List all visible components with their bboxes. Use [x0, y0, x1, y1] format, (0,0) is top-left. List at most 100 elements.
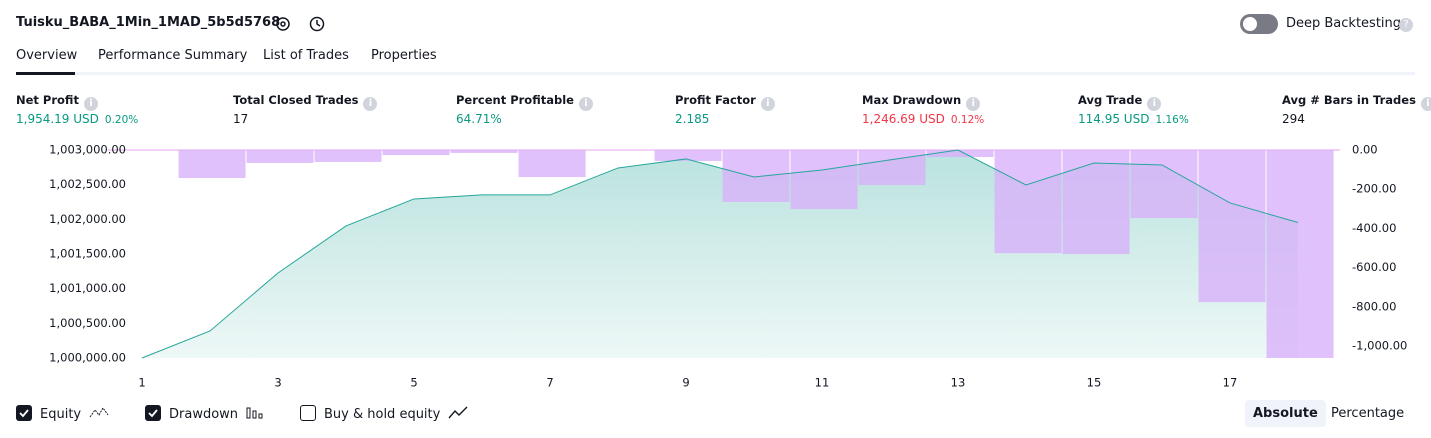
metric-name: Net Profit [16, 93, 79, 107]
x-tick-label: 1 [138, 376, 145, 390]
checkbox[interactable] [300, 405, 316, 421]
metric-name: Avg # Bars in Trades [1282, 93, 1416, 107]
x-tick-label: 3 [274, 376, 281, 390]
drawdown-bar [1266, 150, 1334, 358]
metric-amount: 294 [1282, 112, 1305, 126]
drawdown-bar [246, 150, 314, 163]
y2-tick-label: 0.00 [1352, 143, 1378, 157]
info-icon[interactable]: i [83, 97, 98, 111]
drawdown-bar [178, 150, 246, 179]
metric-value: 114.95 USD 1.16% [1078, 112, 1189, 126]
info-icon[interactable]: i [1147, 97, 1162, 111]
icon [448, 406, 468, 419]
y2-tick-label: -600.00 [1352, 260, 1396, 274]
icon [89, 407, 109, 418]
metric-amount: 64.71% [456, 112, 502, 126]
mode-button[interactable]: Percentage [1331, 406, 1405, 421]
checkbox[interactable] [16, 405, 32, 421]
tab[interactable]: List of Trades [263, 48, 349, 63]
info-icon[interactable]: i [966, 97, 981, 111]
strategy-title: Tuisku_BABA_1Min_1MAD_5b5d5768 [16, 15, 281, 30]
metric-percent: 0.20% [104, 114, 139, 126]
x-tick-label: 9 [682, 376, 689, 390]
icon [246, 407, 263, 419]
metric-amount: 1,954.19 USD [16, 112, 99, 126]
metric-name: Max Drawdown [862, 93, 962, 107]
checkbox[interactable] [145, 405, 161, 421]
metric-percent: 1.16% [1155, 114, 1189, 126]
check [19, 409, 29, 418]
metric-name: Percent Profitable [456, 93, 574, 107]
y2-tick-label: -200.00 [1352, 182, 1396, 196]
legend-icon [89, 407, 109, 424]
metric-label: Net Profit i [16, 93, 98, 111]
equity-line [141, 149, 1299, 359]
metric-amount: 114.95 USD [1078, 112, 1150, 126]
metric-name: Total Closed Trades [233, 93, 359, 107]
x-tick-label: 17 [1223, 376, 1238, 390]
help-icon[interactable]: ? [1399, 18, 1413, 32]
legend-item[interactable]: Buy & hold equity [300, 405, 468, 424]
metric-label: Total Closed Trades i [233, 93, 378, 111]
metric-name: Profit Factor [675, 93, 756, 107]
metric-amount: 17 [233, 112, 249, 126]
drawdown-bar [790, 150, 858, 210]
drawdown-bar [1062, 150, 1130, 255]
x-tick-label: 11 [815, 376, 830, 390]
y-tick-label: 1,000,500.00 [49, 316, 126, 330]
legend-icon [448, 406, 468, 424]
legend-label: Drawdown [169, 407, 239, 422]
legend-item[interactable]: Equity [16, 405, 109, 424]
y-tick-label: 1,002,000.00 [49, 212, 126, 226]
info-icon[interactable]: i [760, 97, 775, 111]
drawdown-bar [314, 150, 382, 162]
legend-item[interactable]: Drawdown [145, 405, 266, 424]
metric-label: Avg # Bars in Trades i [1282, 93, 1431, 111]
y-tick-label: 1,001,000.00 [49, 281, 126, 295]
tab[interactable]: Properties [371, 48, 437, 63]
check [148, 409, 158, 418]
metric-value: 2.185 [675, 112, 709, 126]
y2-tick-label: -400.00 [1352, 221, 1396, 235]
x-tick-label: 7 [546, 376, 553, 390]
info-icon[interactable]: i [1420, 97, 1431, 111]
metric-amount: 1,246.69 USD [862, 112, 945, 126]
y-tick-label: 1,001,500.00 [49, 247, 126, 261]
y-tick-label: 1,003,000.00 [49, 143, 126, 157]
y2-tick-label: -800.00 [1352, 299, 1396, 313]
x-tick-label: 15 [1087, 376, 1102, 390]
drawdown-bar [1198, 150, 1266, 303]
y-tick-label: 1,000,000.00 [49, 351, 126, 365]
drawdown-bar [518, 150, 586, 178]
metric-value: 1,954.19 USD 0.20% [16, 112, 138, 126]
drawdown-bar [858, 150, 926, 186]
tab[interactable]: Overview [16, 48, 78, 63]
tab[interactable]: Performance Summary [98, 48, 248, 63]
tab-divider [16, 72, 1415, 75]
y-tick-label: 1,002,500.00 [49, 177, 126, 191]
drawdown-bar [1130, 150, 1198, 219]
metric-value: 1,246.69 USD 0.12% [862, 112, 984, 126]
y2-tick-label: -1,000.00 [1352, 339, 1407, 353]
mode-button[interactable]: Absolute [1245, 400, 1326, 427]
x-tick-label: 5 [410, 376, 417, 390]
drawdown-bar [382, 150, 450, 156]
metric-name: Avg Trade [1078, 93, 1143, 107]
toggle[interactable] [1240, 14, 1278, 34]
drawdown-bar [450, 150, 518, 153]
metric-label: Percent Profitable i [456, 93, 593, 111]
metric-value: 17 [233, 112, 248, 126]
info-icon[interactable]: i [363, 97, 378, 111]
legend-label: Buy & hold equity [324, 407, 441, 422]
info-icon[interactable]: i [578, 97, 593, 111]
metric-label: Avg Trade i [1078, 93, 1162, 111]
metric-value: 294 [1282, 112, 1305, 126]
metric-amount: 2.185 [675, 112, 710, 126]
header-icons[interactable] [272, 14, 332, 34]
metric-label: Max Drawdown i [862, 93, 981, 111]
legend-icon [246, 407, 266, 424]
chart: 1,000,000.00 1,000,500.00 1,001,000.00 1,00… [49, 143, 1407, 390]
x-tick-label: 13 [951, 376, 966, 390]
metric-percent: 0.12% [950, 114, 985, 126]
drawdown-bar [722, 150, 790, 202]
